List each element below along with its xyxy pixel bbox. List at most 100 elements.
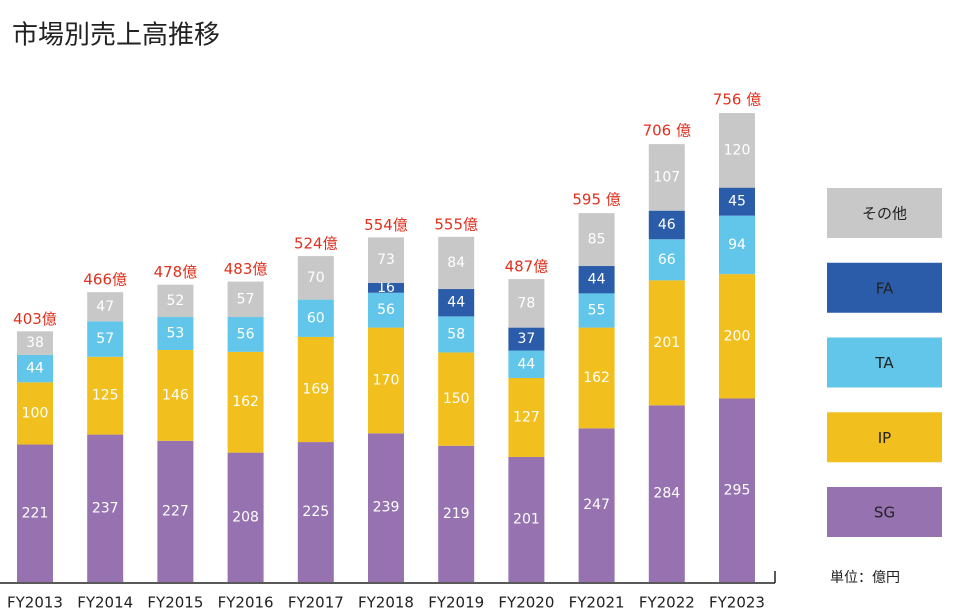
total-label: 524億 [294, 235, 338, 253]
x-tick-label: FY2017 [288, 594, 344, 612]
total-label: 555億 [434, 215, 478, 233]
segment-label: 162 [583, 370, 610, 386]
bar-segment [227, 452, 264, 582]
segment-label: 170 [373, 372, 400, 388]
segment-label: 44 [447, 295, 465, 311]
bar-segment [438, 316, 475, 353]
total-label: 756 億 [713, 90, 761, 108]
total-label: 483億 [224, 260, 268, 278]
bar-segment [648, 210, 685, 240]
bar-segment [578, 213, 615, 267]
bar-segment [438, 289, 475, 317]
bar-segment [368, 327, 404, 434]
x-tick-label: FY2014 [77, 594, 133, 612]
segment-label: 237 [92, 500, 119, 516]
legend-label: TA [874, 354, 894, 372]
bar-segment [157, 284, 194, 318]
segment-label: 16 [377, 280, 395, 296]
segment-label: 146 [162, 387, 189, 403]
segment-label: 225 [302, 504, 329, 520]
bar-segment [578, 428, 615, 582]
bar-segment [508, 377, 545, 457]
segment-label: 219 [443, 506, 470, 522]
x-tick-label: FY2019 [428, 594, 484, 612]
bar-segment [508, 456, 545, 582]
legend-label: SG [874, 504, 895, 522]
total-label: 478億 [154, 263, 198, 281]
segment-label: 125 [92, 388, 119, 404]
segment-label: 208 [232, 509, 259, 525]
bar-segment [87, 321, 124, 357]
segment-label: 46 [658, 217, 676, 233]
segment-label: 78 [517, 295, 535, 311]
legend-label: その他 [862, 205, 907, 223]
segment-label: 284 [653, 486, 680, 502]
segment-label: 44 [588, 272, 606, 288]
segment-label: 53 [166, 326, 184, 342]
bar-segment [368, 433, 404, 582]
segment-label: 57 [96, 331, 114, 347]
bar-segment [157, 440, 194, 582]
segment-label: 52 [166, 293, 184, 309]
x-tick-label: FY2013 [7, 594, 63, 612]
segment-label: 66 [658, 252, 676, 268]
bar-segment [368, 292, 404, 328]
bar-segment [368, 237, 404, 283]
unit-note: 単位：億円 [830, 570, 900, 586]
bar-segment [227, 317, 264, 352]
bar-segment [297, 299, 334, 337]
bar-segment [17, 444, 53, 582]
total-label: 554億 [364, 216, 408, 234]
segment-label: 45 [728, 194, 746, 210]
total-label: 403億 [13, 310, 57, 328]
bar-segment [578, 266, 615, 294]
bar-segment [438, 236, 475, 290]
bar-segment [87, 356, 124, 435]
legend-swatch [827, 188, 942, 238]
x-tick-label: FY2022 [639, 594, 695, 612]
bar-segment [508, 350, 545, 378]
segment-label: 58 [447, 326, 465, 342]
segment-label: 150 [443, 391, 470, 407]
segment-label: 239 [373, 500, 400, 516]
segment-label: 162 [232, 394, 259, 410]
x-tick-label: FY2021 [569, 594, 625, 612]
segment-label: 56 [237, 326, 255, 342]
legend-swatch [827, 412, 942, 463]
bar-segment [648, 144, 685, 211]
total-label: 706 億 [643, 121, 691, 139]
bar-segment [719, 187, 755, 216]
segment-label: 227 [162, 503, 189, 519]
segment-label: 56 [377, 302, 395, 318]
bar-segment [87, 292, 124, 322]
segment-label: 85 [588, 232, 606, 248]
segment-label: 201 [653, 335, 680, 351]
x-tick-label: FY2020 [498, 594, 554, 612]
segment-label: 295 [724, 482, 751, 498]
segment-label: 201 [513, 511, 540, 527]
segment-label: 37 [517, 331, 535, 347]
bar-segment [719, 274, 755, 399]
segment-label: 84 [447, 255, 465, 271]
bar-segment [578, 327, 615, 429]
bar-segment [648, 405, 685, 582]
segment-label: 127 [513, 409, 540, 425]
segment-label: 44 [26, 361, 44, 377]
bar-segment [368, 282, 404, 293]
bar-segment [17, 331, 53, 355]
x-tick-label: FY2018 [358, 594, 414, 612]
segment-label: 169 [302, 381, 329, 397]
legend-swatch [827, 487, 942, 537]
segment-label: 73 [377, 252, 395, 268]
total-label: 466億 [83, 271, 127, 289]
bar-segment [508, 327, 545, 351]
segment-label: 247 [583, 497, 610, 513]
segment-label: 107 [653, 169, 680, 185]
bar-segment [297, 442, 334, 582]
legend-swatch [827, 262, 942, 313]
segment-label: 100 [22, 405, 49, 421]
segment-label: 221 [22, 505, 49, 521]
legend-label: IP [878, 429, 891, 447]
legend-swatch [827, 337, 942, 388]
